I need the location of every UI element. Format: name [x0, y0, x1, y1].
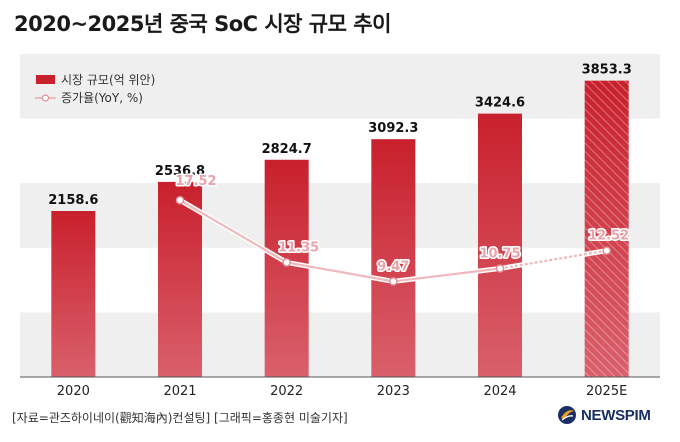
x-tick-label: 2022 — [270, 384, 303, 399]
line-segment-forecast — [499, 249, 607, 270]
line-value-label: 10.75 — [479, 246, 520, 261]
grid-band — [20, 54, 660, 119]
bar-2021 — [158, 181, 202, 377]
line-point-2024 — [495, 264, 505, 273]
bar-value-label: 3853.3 — [582, 63, 632, 78]
line-value-label: 11.35 — [278, 240, 319, 255]
line-value-halo: 9.47 — [377, 259, 409, 274]
line-value-halo: 10.75 — [479, 246, 520, 261]
line-point-2025E — [602, 246, 611, 255]
x-axis-tick-labels: 2020 2021 2022 2023 2024 2025E — [57, 384, 628, 399]
x-tick-label: 2020 — [57, 384, 90, 399]
bar-2022 — [264, 159, 309, 377]
line-value-label: 17.52 — [175, 174, 216, 189]
legend-line-marker — [41, 94, 50, 102]
line-value-label: 9.47 — [377, 259, 409, 274]
legend: 시장 규모(억 위안) 증가율(YoY, %) — [35, 73, 155, 105]
line-segment — [393, 267, 501, 283]
grid-bands — [20, 54, 660, 377]
x-tick-label: 2025E — [586, 384, 627, 399]
bar-2024 — [478, 113, 522, 377]
grid-band — [20, 312, 660, 377]
line-value-halo: 12.52 — [588, 229, 629, 244]
line-value-labels: 17.5217.5211.3511.359.479.4710.7510.7512… — [174, 173, 631, 276]
x-tick-label: 2023 — [377, 384, 410, 399]
line-segment — [286, 261, 394, 283]
line-series — [175, 195, 611, 286]
newspim-logo-icon — [558, 406, 576, 424]
line-value-halo: 11.35 — [278, 240, 319, 255]
line-segment — [179, 199, 288, 264]
bar-value-labels: 2158.6 2536.8 2824.7 3092.3 3424.6 3853.3 — [48, 63, 632, 208]
chart-title: 2020~2025년 중국 SoC 시장 규모 추이 — [14, 12, 391, 36]
bar-2023 — [371, 139, 416, 377]
line-point-2023 — [389, 277, 398, 286]
bar-series — [51, 80, 629, 378]
legend-bar-label: 시장 규모(억 위안) — [61, 73, 155, 87]
newspim-logo: NEWSPIM — [557, 404, 651, 426]
bar-value-label: 3092.3 — [368, 121, 418, 136]
line-value-halo: 17.52 — [175, 174, 216, 189]
x-tick-label: 2024 — [483, 384, 516, 399]
legend-bar-swatch — [36, 75, 55, 84]
source-credit: [자료=관즈하이네이(觀知海內)컨설팅] [그래픽=홍종현 미술기자] — [12, 411, 348, 425]
line-point-2021 — [175, 195, 185, 205]
bar-value-label: 3424.6 — [475, 96, 525, 111]
line-value-label: 12.52 — [588, 229, 629, 244]
newspim-logo-text: NEWSPIM — [581, 406, 651, 424]
bar-value-label: 2158.6 — [48, 193, 98, 208]
x-tick-label: 2021 — [163, 384, 196, 399]
line-point-2022 — [282, 258, 291, 267]
bar-2020 — [51, 210, 96, 377]
bar-value-label: 2824.7 — [262, 142, 312, 157]
legend-line-label: 증가율(YoY, %) — [61, 91, 143, 105]
grid-band — [20, 183, 660, 248]
bar-value-label: 2536.8 — [155, 164, 205, 179]
bar-forecast-hatch — [584, 80, 629, 378]
